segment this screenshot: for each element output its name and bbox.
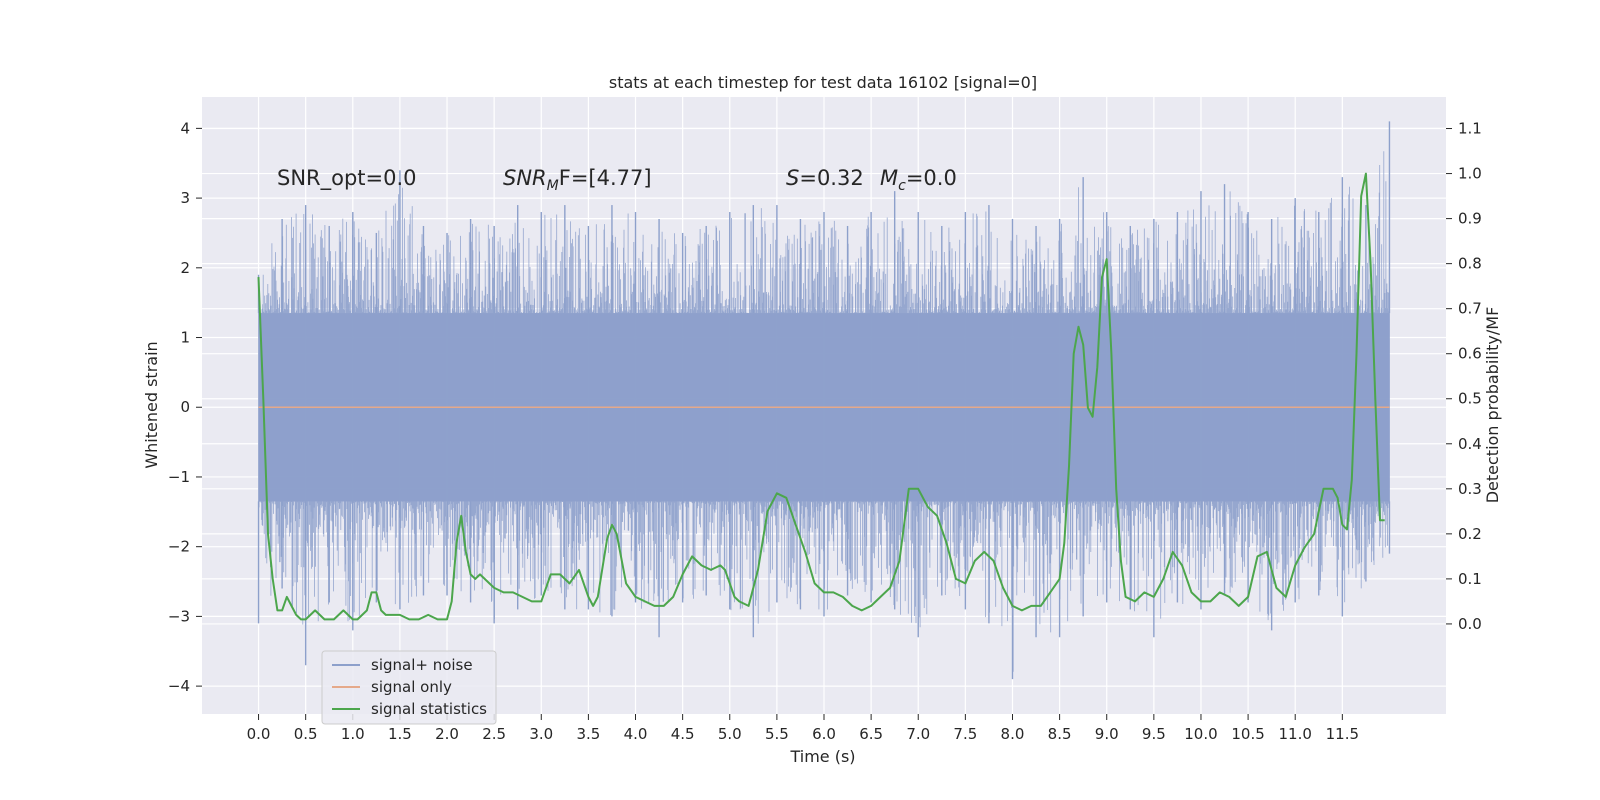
x-tick-label: 2.5: [482, 725, 506, 743]
y-tick-label: 4: [180, 119, 190, 137]
y2-tick-label: 1.1: [1458, 120, 1482, 138]
y-tick-label: 1: [180, 329, 190, 347]
x-tick-label: 0.0: [247, 725, 271, 743]
x-axis-ticks: 0.0 0.5 1.0 1.5 2.0 2.5 3.0 3.5 4.0 4.5 5.0 5.5 6.0 6…: [247, 714, 1359, 743]
x-tick-label: 9.0: [1095, 725, 1119, 743]
x-tick-label: 4.5: [671, 725, 695, 743]
chart-title: stats at each timestep for test data 161…: [609, 73, 1037, 92]
y-tick-label: −4: [168, 677, 190, 695]
x-tick-label: 11.5: [1326, 725, 1359, 743]
x-tick-label: 5.0: [718, 725, 742, 743]
legend-box: [321, 650, 497, 725]
snr-mf-base: SNR: [503, 166, 547, 190]
x-tick-label: 3.5: [576, 725, 600, 743]
x-tick-label: 0.5: [294, 725, 318, 743]
x-tick-label: 1.5: [388, 725, 412, 743]
x-tick-label: 4.0: [624, 725, 648, 743]
y2-tick-label: 0.6: [1458, 345, 1482, 363]
x-tick-label: 3.0: [529, 725, 553, 743]
y2-tick-label: 0.9: [1458, 210, 1482, 228]
x-tick-label: 8.0: [1001, 725, 1025, 743]
snr-mf-sub: M: [547, 178, 559, 194]
y-tick-label: −2: [168, 538, 190, 556]
y2-tick-label: 0.2: [1458, 525, 1482, 543]
y-tick-label: −1: [168, 468, 190, 486]
annotation-mc: Mc=0.0: [880, 166, 957, 194]
y2-tick-label: 0.8: [1458, 255, 1482, 273]
signal-statistics-line: [257, 172, 1385, 621]
y-tick-label: 2: [180, 259, 190, 277]
legend-label-signal-only: signal only: [371, 678, 452, 696]
mc-sub: c: [898, 178, 906, 194]
y2-tick-label: 0.3: [1458, 480, 1482, 498]
mc-rest: =0.0: [906, 166, 957, 190]
x-tick-label: 7.5: [953, 725, 977, 743]
x-tick-label: 10.5: [1231, 725, 1264, 743]
x-axis-title: Time (s): [789, 747, 855, 766]
annotation-s: S=0.32: [786, 166, 864, 190]
y2-tick-label: 0.7: [1458, 300, 1482, 318]
s-rest: =0.32: [799, 166, 863, 190]
legend-label-signal-statistics: signal statistics: [371, 700, 487, 718]
x-tick-label: 11.0: [1279, 725, 1312, 743]
x-tick-label: 10.0: [1184, 725, 1217, 743]
annotation-snr-mf: SNRMF=[4.77]: [503, 166, 652, 194]
x-tick-label: 5.5: [765, 725, 789, 743]
y2-tick-label: 0.1: [1458, 570, 1482, 588]
x-tick-label: 9.5: [1142, 725, 1166, 743]
y2-tick-label: 0.4: [1458, 435, 1482, 453]
x-tick-label: 2.0: [435, 725, 459, 743]
y2-axis-ticks: 1.1 1.0 0.9 0.8 0.7 0.6 0.5 0.4 0.3 0.2 0.1 0.0: [1446, 120, 1482, 633]
x-tick-label: 6.0: [812, 725, 836, 743]
y-tick-label: 3: [180, 189, 190, 207]
x-tick-label: 8.5: [1048, 725, 1072, 743]
annotation-snr-opt: SNR_opt=0.0: [277, 166, 417, 191]
y2-tick-label: 0.0: [1458, 615, 1482, 633]
y-axis-title: Whitened strain: [142, 341, 161, 468]
s-base: S: [786, 166, 799, 190]
y-axis-ticks: 4 3 2 1 0 −1 −2 −3 −4: [168, 119, 202, 695]
mc-base: M: [880, 166, 898, 190]
y2-axis-title: Detection probability/MF: [1483, 307, 1502, 504]
legend: signal+ noise signal only signal statist…: [321, 650, 497, 725]
y-tick-label: 0: [180, 398, 190, 416]
y2-tick-label: 0.5: [1458, 390, 1482, 408]
signal-statistics-series: [257, 172, 1385, 621]
x-tick-label: 6.5: [859, 725, 883, 743]
y-tick-label: −3: [168, 607, 190, 625]
legend-label-signal-noise: signal+ noise: [371, 656, 473, 674]
x-tick-label: 1.0: [341, 725, 365, 743]
snr-mf-rest: F=[4.77]: [559, 166, 652, 190]
x-tick-label: 7.0: [906, 725, 930, 743]
y2-tick-label: 1.0: [1458, 165, 1482, 183]
